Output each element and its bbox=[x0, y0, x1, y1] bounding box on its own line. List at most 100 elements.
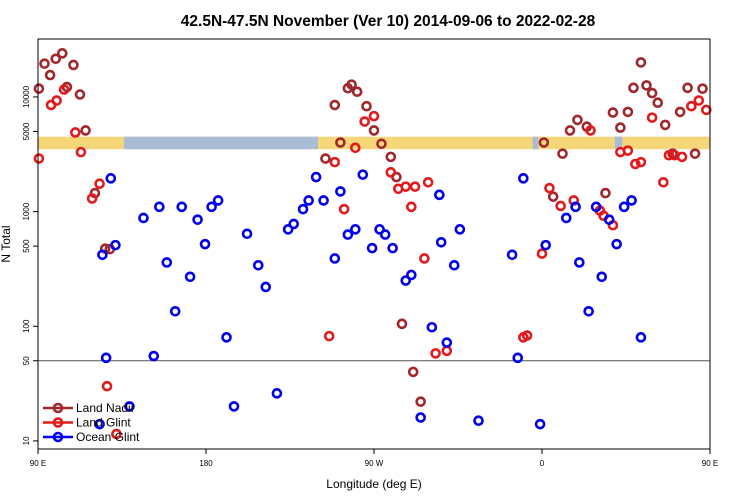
point-land-nadir bbox=[320, 153, 331, 164]
point-ocean-glint bbox=[94, 418, 105, 430]
point-land-glint bbox=[359, 116, 370, 127]
point-ocean-glint bbox=[603, 214, 615, 225]
point-ocean-glint bbox=[124, 401, 135, 412]
point-land-nadir bbox=[564, 125, 576, 136]
point-land-glint bbox=[555, 200, 566, 212]
point-ocean-glint bbox=[635, 332, 647, 343]
point-ocean-glint bbox=[560, 212, 572, 224]
point-land-nadir bbox=[659, 119, 671, 131]
point-ocean-glint bbox=[441, 337, 453, 348]
point-land-glint bbox=[101, 380, 113, 392]
point-land-glint bbox=[406, 201, 417, 213]
point-land-glint bbox=[646, 112, 658, 123]
y-tick-label: 500 bbox=[22, 239, 31, 253]
point-land-nadir bbox=[50, 53, 62, 65]
point-ocean-glint bbox=[288, 218, 300, 230]
point-ocean-glint bbox=[518, 173, 529, 184]
x-tick-label: 90 W bbox=[365, 459, 384, 468]
point-land-glint bbox=[422, 177, 434, 188]
point-ocean-glint bbox=[176, 201, 188, 213]
point-land-glint bbox=[350, 142, 361, 154]
point-land-nadir bbox=[415, 396, 426, 407]
y-tick-label: 100 bbox=[22, 319, 31, 333]
point-land-glint bbox=[658, 177, 669, 188]
point-land-glint bbox=[323, 330, 335, 342]
point-ocean-glint bbox=[335, 186, 346, 197]
point-land-glint bbox=[409, 181, 421, 192]
point-land-nadir bbox=[682, 82, 693, 94]
point-ocean-glint bbox=[318, 195, 329, 206]
point-land-nadir bbox=[396, 318, 408, 330]
point-ocean-glint bbox=[342, 229, 354, 240]
point-ocean-glint bbox=[506, 249, 518, 261]
point-ocean-glint bbox=[329, 253, 341, 264]
chart-title: 42.5N-47.5N November (Ver 10) 2014-09-06… bbox=[181, 13, 596, 30]
point-ocean-glint bbox=[260, 281, 272, 293]
y-tick-label: 10000 bbox=[22, 85, 31, 108]
point-land-nadir bbox=[68, 59, 79, 71]
point-ocean-glint bbox=[415, 412, 426, 423]
point-ocean-glint bbox=[199, 238, 211, 250]
legend-marker-land-glint bbox=[52, 417, 64, 428]
point-land-glint bbox=[419, 253, 430, 264]
point-land-glint bbox=[70, 127, 81, 138]
point-land-nadir bbox=[628, 82, 639, 94]
point-ocean-glint bbox=[570, 201, 581, 213]
point-land-nadir bbox=[674, 106, 686, 118]
x-axis-label: Longitude (deg E) bbox=[326, 477, 421, 491]
point-land-glint bbox=[630, 158, 641, 170]
y-tick-label: 1000 bbox=[22, 202, 31, 220]
point-ocean-glint bbox=[350, 224, 361, 235]
point-land-nadir bbox=[346, 79, 357, 90]
point-land-nadir bbox=[56, 48, 68, 59]
legend-label-ocean-glint: Ocean Glint bbox=[76, 430, 140, 444]
point-ocean-glint bbox=[148, 350, 160, 362]
point-land-nadir bbox=[538, 137, 550, 148]
point-land-glint bbox=[368, 110, 380, 122]
point-ocean-glint bbox=[303, 195, 314, 206]
legend-label-land-nadir: Land Nadir bbox=[76, 401, 135, 415]
point-land-glint bbox=[400, 181, 412, 192]
point-ocean-glint bbox=[241, 228, 253, 240]
point-land-glint bbox=[33, 153, 45, 164]
point-ocean-glint bbox=[374, 224, 385, 235]
point-land-nadir bbox=[635, 57, 647, 68]
point-land-glint bbox=[676, 151, 688, 163]
point-ocean-glint bbox=[297, 203, 309, 215]
point-land-glint bbox=[521, 330, 533, 341]
legend-label-land-glint: Land Glint bbox=[76, 416, 131, 430]
point-ocean-glint bbox=[105, 173, 117, 184]
point-ocean-glint bbox=[184, 271, 196, 283]
point-land-glint bbox=[111, 428, 122, 440]
point-ocean-glint bbox=[435, 236, 447, 248]
point-ocean-glint bbox=[426, 321, 438, 333]
point-ocean-glint bbox=[574, 257, 585, 268]
point-land-nadir bbox=[697, 83, 708, 94]
point-land-nadir bbox=[368, 125, 380, 136]
legend-marker-ocean-glint bbox=[52, 431, 64, 443]
point-land-nadir bbox=[33, 83, 45, 94]
x-tick-label: 0 bbox=[540, 459, 545, 468]
point-ocean-glint bbox=[387, 242, 398, 254]
ocean-band-segment bbox=[614, 136, 623, 150]
point-ocean-glint bbox=[110, 239, 121, 251]
point-ocean-glint bbox=[252, 260, 264, 271]
point-ocean-glint bbox=[169, 306, 181, 317]
point-land-glint bbox=[544, 182, 555, 194]
point-ocean-glint bbox=[448, 260, 460, 271]
ocean-band-segment bbox=[532, 136, 539, 150]
point-ocean-glint bbox=[357, 169, 369, 180]
point-land-nadir bbox=[361, 100, 372, 112]
point-land-glint bbox=[329, 156, 341, 168]
point-ocean-glint bbox=[626, 195, 637, 206]
point-ocean-glint bbox=[512, 352, 524, 364]
point-land-glint bbox=[75, 146, 87, 158]
point-land-glint bbox=[430, 348, 441, 359]
x-tick-label: 90 E bbox=[702, 459, 718, 468]
point-land-nadir bbox=[80, 125, 91, 136]
legend-marker-land-nadir bbox=[52, 402, 64, 414]
point-ocean-glint bbox=[192, 214, 203, 225]
y-tick-label: 50 bbox=[22, 356, 31, 365]
x-tick-label: 180 bbox=[199, 459, 213, 468]
